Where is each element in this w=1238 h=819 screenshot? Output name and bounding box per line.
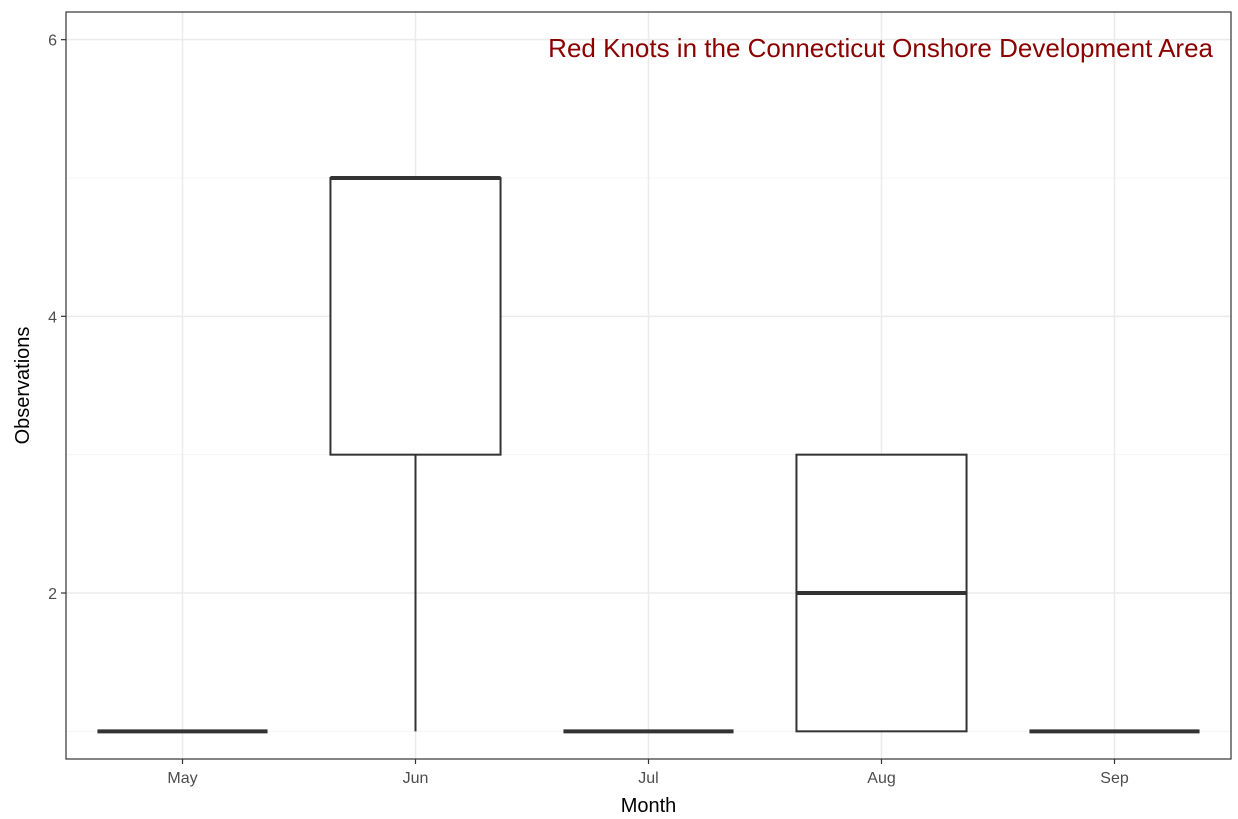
y-axis-title: Observations xyxy=(12,327,34,445)
box-aug xyxy=(795,453,968,733)
box-body xyxy=(329,177,502,456)
axes: 2 4 6 May Jun Jul Aug Sep xyxy=(48,33,1129,787)
y-tick-label: 2 xyxy=(48,586,57,603)
x-tick-label: Sep xyxy=(1100,770,1129,787)
y-tick-label: 6 xyxy=(48,33,57,50)
boxes xyxy=(97,176,1200,734)
y-tick-label: 4 xyxy=(48,309,57,326)
box-jun xyxy=(329,176,502,732)
grid xyxy=(66,12,1231,759)
x-tick-label: Jun xyxy=(403,770,429,787)
x-axis-title: Month xyxy=(621,795,677,817)
chart-title: Red Knots in the Connecticut Onshore Dev… xyxy=(548,33,1213,63)
x-tick-label: May xyxy=(167,770,197,787)
x-tick-label: Jul xyxy=(638,770,658,787)
x-tick-label: Aug xyxy=(867,770,895,787)
